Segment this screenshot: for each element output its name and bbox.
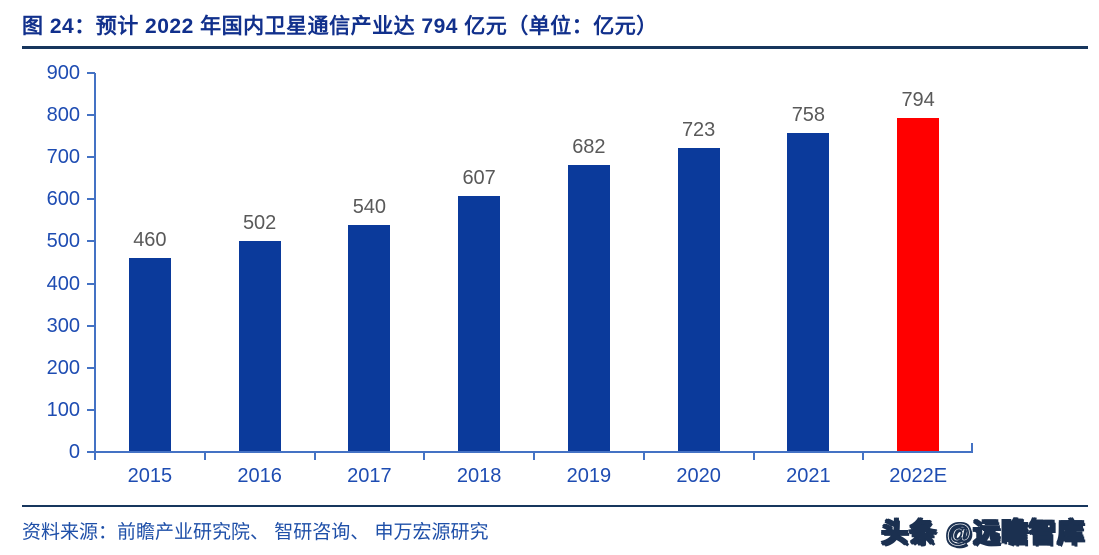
x-axis-label: 2021: [786, 465, 831, 487]
y-axis-label: 400: [46, 272, 80, 295]
y-axis-tick: [87, 324, 95, 327]
x-axis-label: 2019: [566, 465, 612, 487]
y-axis-tick: [87, 282, 95, 285]
x-axis-label: 2017: [347, 465, 392, 487]
x-axis-label: 2015: [127, 465, 173, 487]
y-axis-tick: [87, 451, 95, 453]
y-axis-tick: [87, 114, 95, 117]
bar-value-label: 460: [133, 229, 167, 252]
footer-rule: [22, 505, 1088, 507]
y-axis-tick: [87, 156, 95, 159]
bar-2015: [128, 258, 171, 451]
y-axis-tick: [87, 198, 95, 201]
x-axis-tick: [423, 452, 426, 460]
y-axis-label: 500: [46, 230, 80, 253]
y-axis-label: 700: [46, 146, 80, 169]
bar-value-label: 682: [572, 135, 606, 158]
watermark: 头条 @远瞻智库: [881, 517, 1085, 548]
x-axis-label: 2020: [676, 465, 721, 487]
x-axis-tick: [313, 452, 316, 460]
y-axis-label: 800: [46, 104, 80, 127]
bar-value-label: 502: [242, 211, 277, 234]
bar-value-label: 607: [462, 167, 496, 190]
bar-value-label: 758: [791, 103, 826, 126]
y-axis-line: [94, 73, 96, 460]
y-axis-label: 900: [46, 62, 80, 84]
source-text: 资料来源：前瞻产业研究院、 智研咨询、 申万宏源研究: [22, 522, 489, 543]
x-axis-tick: [752, 452, 755, 460]
bar-2016: [238, 240, 281, 451]
y-axis-label: 0: [68, 441, 80, 463]
y-axis-tick: [87, 72, 95, 74]
x-axis-label: 2022E: [889, 465, 948, 487]
x-axis-label: 2018: [456, 465, 502, 487]
bar-value-label: 794: [901, 88, 935, 111]
title-rule: [22, 46, 1088, 49]
y-axis-tick: [87, 366, 95, 369]
y-axis-tick: [87, 240, 95, 243]
figure-title: 图 24：预计 2022 年国内卫星通信产业达 794 亿元（单位：亿元）: [22, 15, 658, 38]
x-axis-end-hook: [971, 443, 973, 451]
y-axis-label: 300: [46, 314, 80, 337]
x-axis-tick: [862, 452, 865, 460]
bar-value-label: 723: [681, 118, 716, 141]
bar-2018: [458, 196, 501, 451]
y-axis-label: 100: [46, 398, 80, 421]
bar-2022E: [897, 117, 940, 451]
x-axis-tick: [642, 452, 645, 460]
x-axis-tick: [533, 452, 535, 460]
y-axis-label: 200: [46, 356, 80, 379]
bar-2020: [677, 147, 720, 451]
bar-2021: [787, 132, 830, 451]
y-axis-tick: [87, 408, 95, 411]
bar-2017: [348, 224, 391, 451]
x-axis-tick: [203, 452, 206, 460]
bar-value-label: 540: [352, 195, 387, 218]
y-axis-label: 600: [46, 188, 80, 211]
bar-chart: 0 100 200 300 400 500 600 700 800 900 460 2015 502 20…: [46, 62, 973, 487]
bar-2019: [567, 164, 610, 451]
x-axis-label: 2016: [237, 465, 282, 487]
